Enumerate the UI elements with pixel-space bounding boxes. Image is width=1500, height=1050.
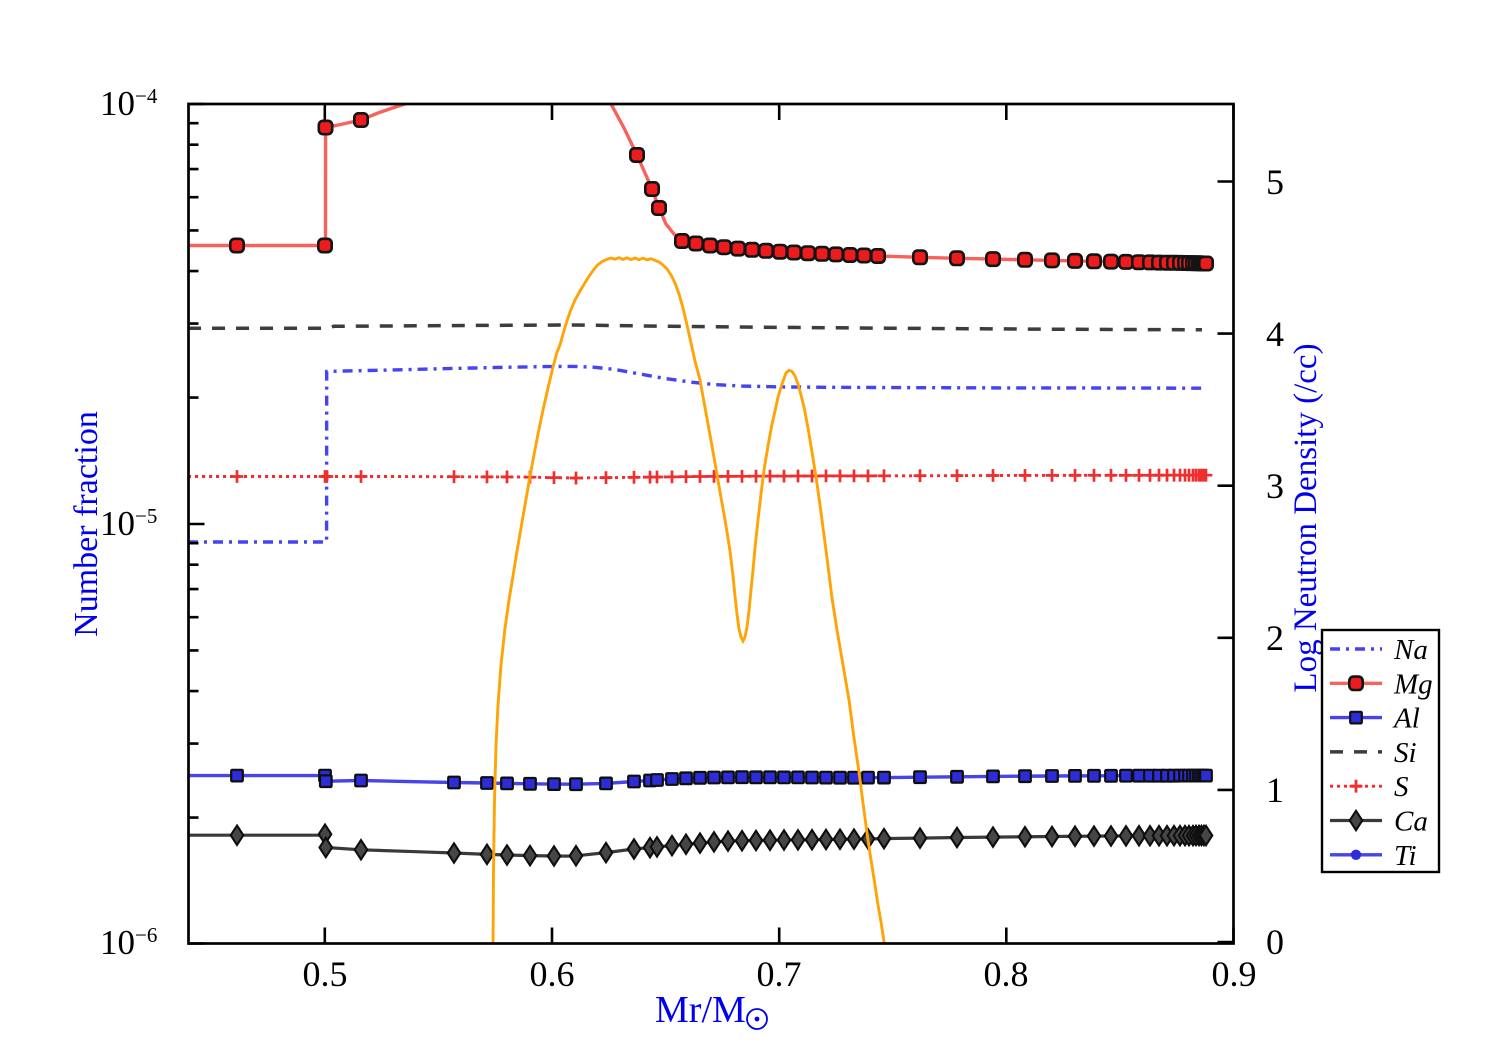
svg-text:1: 1 [1266, 770, 1284, 810]
svg-text:S: S [1394, 771, 1409, 803]
svg-text:Si: Si [1394, 737, 1417, 769]
svg-text:0.7: 0.7 [757, 954, 802, 994]
svg-text:0: 0 [1266, 922, 1284, 962]
svg-text:0.5: 0.5 [303, 954, 348, 994]
svg-text:4: 4 [1266, 314, 1284, 354]
svg-text:Al: Al [1392, 703, 1420, 735]
svg-text:2: 2 [1266, 618, 1284, 658]
svg-text:0.6: 0.6 [530, 954, 575, 994]
svg-text:5: 5 [1266, 162, 1284, 202]
svg-text:Mr/M: Mr/M [655, 989, 746, 1031]
svg-text:Na: Na [1393, 634, 1428, 666]
svg-text:Ca: Ca [1394, 806, 1428, 838]
svg-text:0.8: 0.8 [984, 954, 1029, 994]
svg-text:Mg: Mg [1393, 668, 1433, 700]
svg-text:Log Neutron Density (/cc): Log Neutron Density (/cc) [1288, 343, 1324, 692]
svg-text:0.9: 0.9 [1212, 954, 1257, 994]
svg-text:Ti: Ti [1394, 840, 1417, 872]
svg-text:3: 3 [1266, 466, 1284, 506]
svg-text:Number fraction: Number fraction [68, 411, 105, 637]
